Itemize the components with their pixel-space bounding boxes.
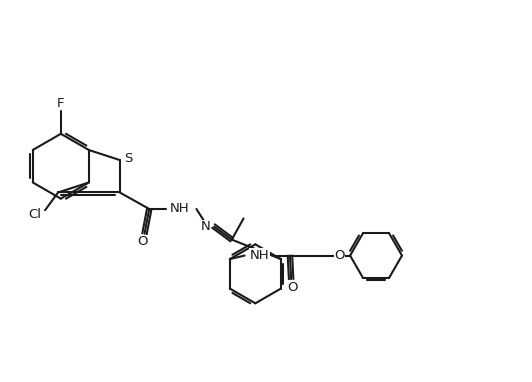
Text: O: O <box>334 249 345 262</box>
Text: NH: NH <box>170 202 190 215</box>
Text: F: F <box>57 97 64 110</box>
Text: O: O <box>137 235 147 249</box>
Text: S: S <box>124 152 132 165</box>
Text: Cl: Cl <box>28 208 41 222</box>
Text: N: N <box>201 220 211 233</box>
Text: O: O <box>287 281 297 294</box>
Text: NH: NH <box>250 249 269 262</box>
